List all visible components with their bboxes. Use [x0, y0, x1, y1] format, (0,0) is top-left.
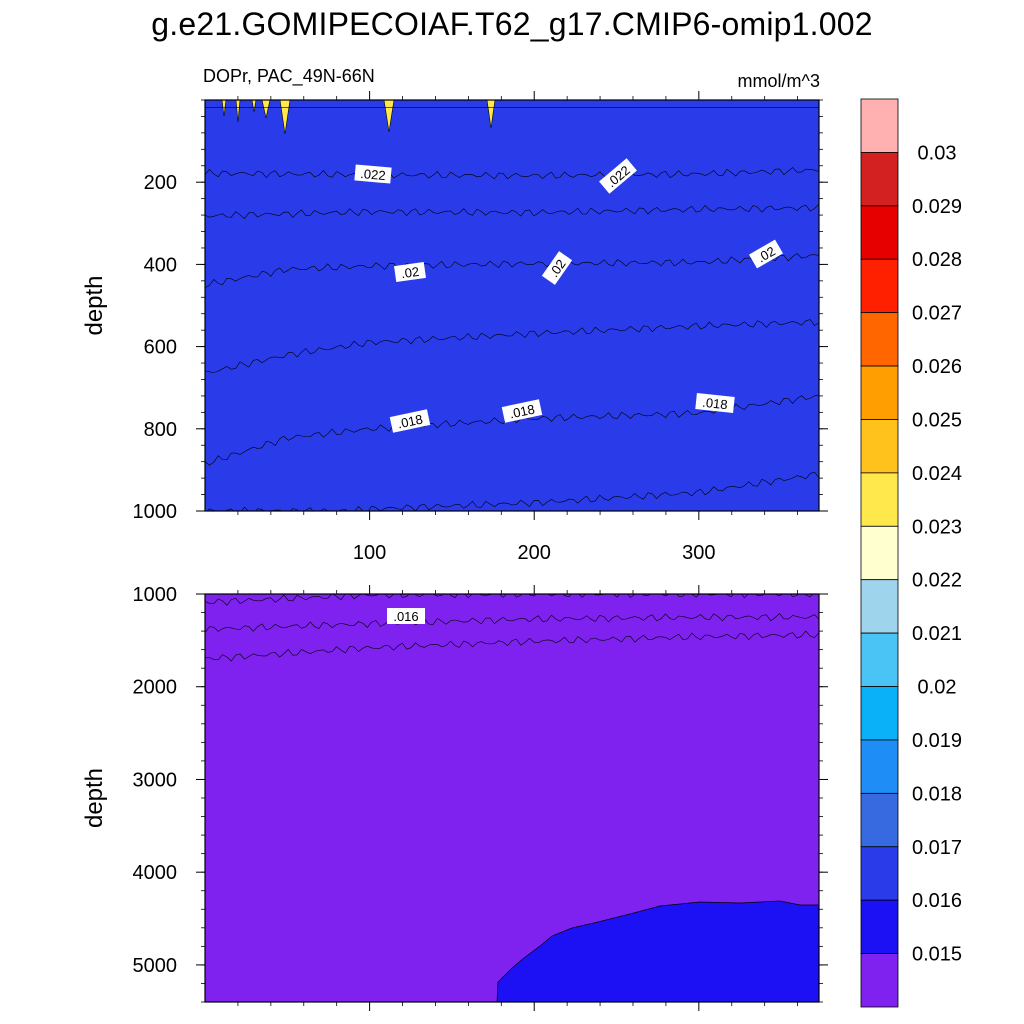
upper-panel: .022 .022 .02 .02 .02 .018	[81, 91, 828, 564]
y-tick-label: 2000	[133, 677, 178, 699]
contour-line	[205, 203, 819, 220]
svg-text:.022: .022	[360, 166, 387, 183]
colorbar-label: 0.027	[912, 303, 962, 325]
colorbar-label: 0.025	[912, 409, 962, 431]
x-tick-label: 200	[518, 542, 551, 564]
surface-blip	[279, 100, 291, 135]
y-tick-label: 4000	[133, 862, 178, 884]
colorbar-label: 0.028	[912, 249, 962, 271]
colorbar-box	[860, 632, 899, 687]
contour-label: .018	[695, 393, 735, 413]
upper-contour-fills	[205, 100, 819, 511]
surface-blip	[261, 100, 271, 119]
colorbar-box	[860, 472, 899, 527]
colorbar-box	[860, 953, 899, 1008]
y-tick-label: 1000	[133, 584, 178, 606]
contour-label: .022	[354, 164, 392, 184]
colorbar-label: 0.024	[912, 463, 962, 485]
colorbar-box	[860, 846, 899, 901]
colorbar-box	[860, 152, 899, 207]
x-tick-label: 100	[353, 542, 386, 564]
units-label: mmol/m^3	[738, 71, 820, 91]
colorbar-box	[860, 205, 899, 260]
plot-frame	[204, 99, 820, 512]
contour-band	[205, 100, 819, 511]
colorbar-label: 0.023	[912, 516, 962, 538]
colorbar-label: 0.016	[912, 890, 962, 912]
y-tick-label: 3000	[133, 769, 178, 791]
variable-label: DOPr, PAC_49N-66N	[203, 66, 375, 87]
x-tick-label: 300	[682, 542, 715, 564]
colorbar-label: 0.022	[912, 570, 962, 592]
colorbar-box	[860, 739, 899, 794]
colorbar-box	[860, 899, 899, 954]
contour-line	[205, 613, 819, 633]
colorbar-label: 0.026	[912, 356, 962, 378]
contour-label: .018	[501, 399, 543, 423]
contour-band	[205, 594, 819, 661]
contour-line	[205, 253, 819, 288]
surface-blip	[486, 100, 496, 129]
colorbar-label: 0.018	[912, 783, 962, 805]
svg-text:.016: .016	[393, 609, 418, 624]
colorbar-label: 0.017	[912, 837, 962, 859]
contour-line	[206, 471, 819, 511]
svg-text:.018: .018	[396, 412, 424, 432]
contour-label: .02	[394, 261, 426, 283]
surface-blip	[235, 100, 241, 123]
surface-blip	[383, 100, 395, 133]
y-axis-label: depth	[81, 275, 108, 335]
colorbar-box	[860, 258, 899, 314]
colorbar-label: 0.02	[918, 677, 957, 699]
colorbar-box	[860, 98, 899, 153]
colorbar-box	[860, 686, 899, 741]
svg-text:.02: .02	[400, 264, 420, 281]
colorbar-label: 0.019	[912, 730, 962, 752]
deep-blob	[496, 900, 819, 1002]
colorbar-box	[860, 312, 899, 367]
y-tick-label: 400	[144, 254, 177, 276]
colorbar-label: 0.03	[918, 142, 957, 164]
colorbar-label: 0.021	[912, 623, 962, 645]
y-tick-label: 600	[144, 337, 177, 359]
contour-label: .018	[389, 409, 431, 433]
contour-label: .016	[387, 608, 425, 624]
surface-blip	[221, 100, 227, 117]
svg-text:.018: .018	[508, 402, 536, 422]
y-axis-label: depth	[81, 768, 108, 828]
surface-blips	[221, 100, 496, 135]
colorbar-label: 0.029	[912, 196, 962, 218]
colorbar-box	[860, 525, 899, 581]
chart-title: g.e21.GOMIPECOIAF.T62_g17.CMIP6-omip1.00…	[151, 6, 873, 42]
lower-panel: .016 1000 2000 3000 4000 5000 depth	[81, 584, 828, 1011]
y-tick-label: 5000	[133, 955, 178, 977]
svg-text:.018: .018	[702, 395, 729, 413]
colorbar-box	[860, 419, 899, 474]
contour-line	[205, 630, 819, 662]
contour-line	[205, 167, 819, 180]
colorbar: 0.015 0.016 0.017 0.018 0.019 0.02 0.021 0.022 0…	[860, 98, 962, 1008]
y-tick-label: 800	[144, 419, 177, 441]
y-tick-label: 200	[144, 172, 177, 194]
contour-line	[205, 319, 819, 373]
colorbar-label: 0.015	[912, 944, 962, 966]
colorbar-box	[860, 579, 899, 634]
upper-axes: 100 200 300 200 400 600 800 1000 depth	[81, 91, 828, 564]
colorbar-box	[860, 792, 899, 848]
surface-blip	[251, 100, 257, 113]
y-tick-label: 1000	[133, 501, 178, 523]
lower-axes: 1000 2000 3000 4000 5000 depth	[81, 584, 828, 1011]
colorbar-box	[860, 365, 899, 420]
